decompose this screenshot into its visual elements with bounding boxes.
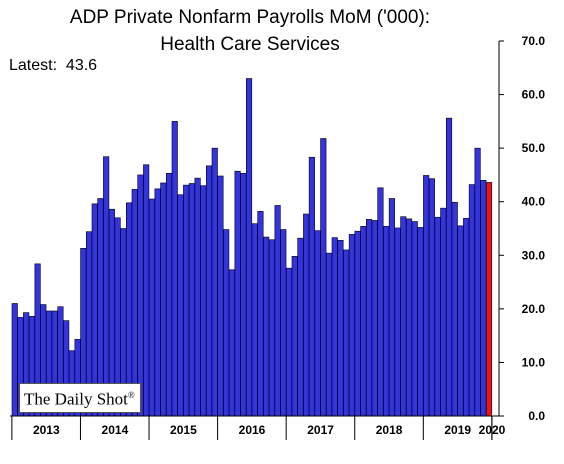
y-tick-label: 60.0	[522, 88, 546, 102]
bar	[337, 239, 344, 417]
bar	[11, 303, 18, 417]
bar	[257, 211, 264, 417]
bar	[343, 249, 350, 417]
bar	[183, 184, 190, 417]
bar	[263, 236, 270, 417]
y-tick-label: 10.0	[522, 355, 546, 369]
bar	[303, 213, 310, 417]
x-tick-label: 2016	[239, 423, 266, 437]
daily-shot-logo: The Daily Shot®	[19, 383, 141, 413]
bar	[388, 198, 395, 417]
bar	[205, 165, 213, 417]
bar	[331, 237, 338, 417]
bar	[451, 201, 458, 417]
bar	[160, 182, 167, 417]
x-tick-label: 2017	[307, 423, 334, 437]
bar	[274, 205, 281, 417]
bar	[285, 267, 293, 417]
y-tick-label: 40.0	[522, 195, 546, 209]
bar	[440, 207, 447, 417]
bar	[251, 223, 258, 417]
bar	[137, 174, 144, 417]
latest-label: Latest:	[9, 57, 58, 74]
bar	[148, 198, 155, 417]
bar	[188, 183, 195, 417]
bar	[354, 230, 361, 417]
bar	[211, 147, 218, 417]
bar	[245, 78, 253, 417]
bar	[360, 226, 367, 417]
bar	[171, 121, 178, 417]
bar	[365, 219, 373, 417]
bar	[131, 189, 138, 417]
bar	[445, 117, 453, 417]
y-tick-label: 30.0	[522, 248, 546, 262]
x-tick-label: 2018	[376, 423, 403, 437]
latest-value: 43.6	[65, 57, 98, 74]
bar	[240, 173, 247, 417]
bar	[291, 256, 298, 417]
bar	[400, 216, 407, 417]
bar	[348, 234, 355, 417]
bar	[428, 178, 435, 417]
bar	[177, 194, 184, 417]
bar-latest	[485, 182, 493, 417]
bar	[377, 187, 384, 417]
latest-annotation: Latest: 43.6	[9, 57, 97, 75]
bar	[308, 156, 315, 417]
bar	[228, 269, 235, 417]
bar	[165, 173, 173, 417]
bar	[154, 188, 161, 417]
bar	[371, 220, 378, 417]
bar	[143, 164, 150, 417]
bar	[383, 226, 390, 417]
bar	[468, 184, 475, 417]
registered-mark: ®	[127, 390, 135, 400]
bar	[280, 229, 287, 417]
bar	[320, 138, 327, 417]
bar	[217, 175, 224, 417]
chart-title-line-1: ADP Private Nonfarm Payrolls MoM ('000):	[69, 7, 431, 28]
bar	[314, 230, 321, 417]
x-tick-label: 2015	[170, 423, 197, 437]
bar	[480, 179, 487, 417]
x-tick-label: 2020	[479, 423, 506, 437]
bar	[103, 156, 110, 417]
bar	[200, 185, 207, 417]
bar	[417, 227, 424, 417]
bar	[194, 177, 201, 417]
bar	[223, 229, 230, 417]
y-tick-label: 20.0	[522, 302, 546, 316]
bar	[457, 225, 464, 417]
bar	[234, 170, 241, 417]
bar	[434, 216, 441, 417]
bar	[405, 218, 413, 417]
x-tick-label: 2013	[33, 423, 60, 437]
chart-title: ADP Private Nonfarm Payrolls MoM ('000):…	[0, 4, 500, 58]
y-tick-label: 0.0	[528, 409, 545, 423]
bar	[325, 252, 333, 417]
bar	[268, 239, 275, 417]
bar	[423, 175, 430, 417]
x-tick-label: 2014	[102, 423, 129, 437]
bar	[463, 218, 470, 417]
x-tick-label: 2019	[444, 423, 471, 437]
bar	[411, 221, 418, 417]
chart-title-line-2: Health Care Services	[160, 34, 340, 55]
bar	[474, 147, 481, 417]
bar	[394, 227, 401, 417]
y-tick-label: 70.0	[522, 34, 546, 48]
bar	[297, 237, 304, 417]
y-tick-label: 50.0	[522, 141, 546, 155]
logo-text: The Daily Shot	[24, 389, 128, 409]
